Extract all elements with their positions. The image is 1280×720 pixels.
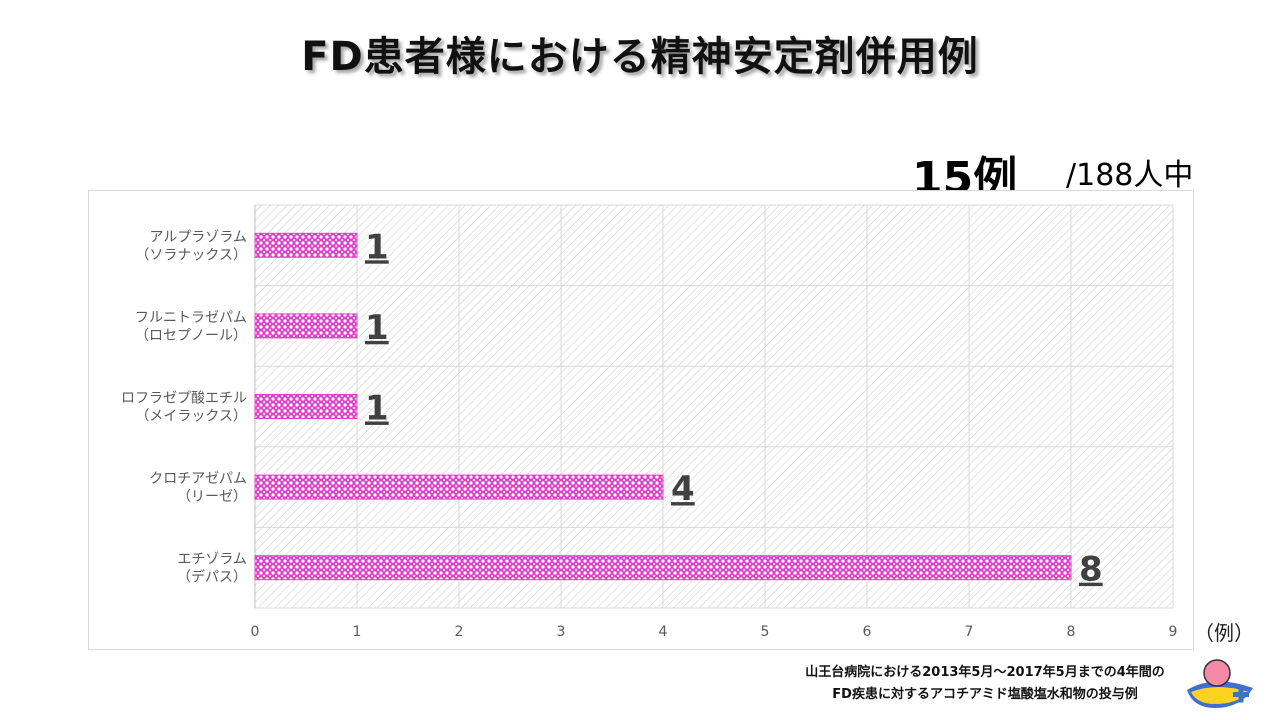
x-tick-label: 5: [761, 624, 770, 640]
footnote: 山王台病院における2013年5月～2017年5月までの4年間の FD疾患に対する…: [770, 662, 1200, 706]
category-label: エチゾラム（デパス）: [177, 552, 247, 586]
category-label: クロチアゼパム（リーゼ）: [149, 471, 247, 505]
x-tick-label: 7: [965, 624, 974, 640]
x-tick-label: 4: [659, 624, 668, 640]
x-tick-label: 3: [557, 624, 566, 640]
summary-total: /188人中: [1066, 158, 1194, 193]
category-label: アルプラゾラム（ソラナックス）: [135, 229, 247, 263]
bar-value-label: 8: [1079, 550, 1103, 590]
x-axis-unit-label: （例）: [1194, 621, 1254, 645]
bar-value-label: 1: [365, 308, 389, 348]
bar-value-label: 1: [365, 227, 389, 267]
hospital-logo-icon: [1187, 659, 1253, 708]
bar-value-label: 1: [365, 389, 389, 429]
footnote-line-2: FD疾患に対するアコチアミド塩酸塩水和物の投与例: [832, 687, 1138, 702]
bar: [254, 394, 358, 419]
footnote-line-1: 山王台病院における2013年5月～2017年5月までの4年間の: [805, 665, 1165, 680]
x-tick-label: 2: [455, 624, 464, 640]
x-tick-label: 6: [863, 624, 872, 640]
category-label: ロフラゼプ酸エチル（メイラックス）: [121, 391, 247, 425]
x-tick-label: 8: [1067, 624, 1076, 640]
bar: [254, 232, 358, 258]
x-tick-label: 1: [353, 624, 362, 640]
page-title: FD患者様における精神安定剤併用例: [301, 34, 979, 80]
x-tick-label: 9: [1169, 624, 1178, 640]
bar: [254, 313, 358, 339]
bar: [254, 474, 664, 500]
category-label: フルニトラゼパム（ロセプノール）: [135, 310, 247, 344]
plot-background: [255, 205, 1173, 608]
bar-value-label: 4: [671, 469, 695, 509]
x-tick-label: 0: [251, 624, 260, 640]
bar: [254, 555, 1072, 581]
